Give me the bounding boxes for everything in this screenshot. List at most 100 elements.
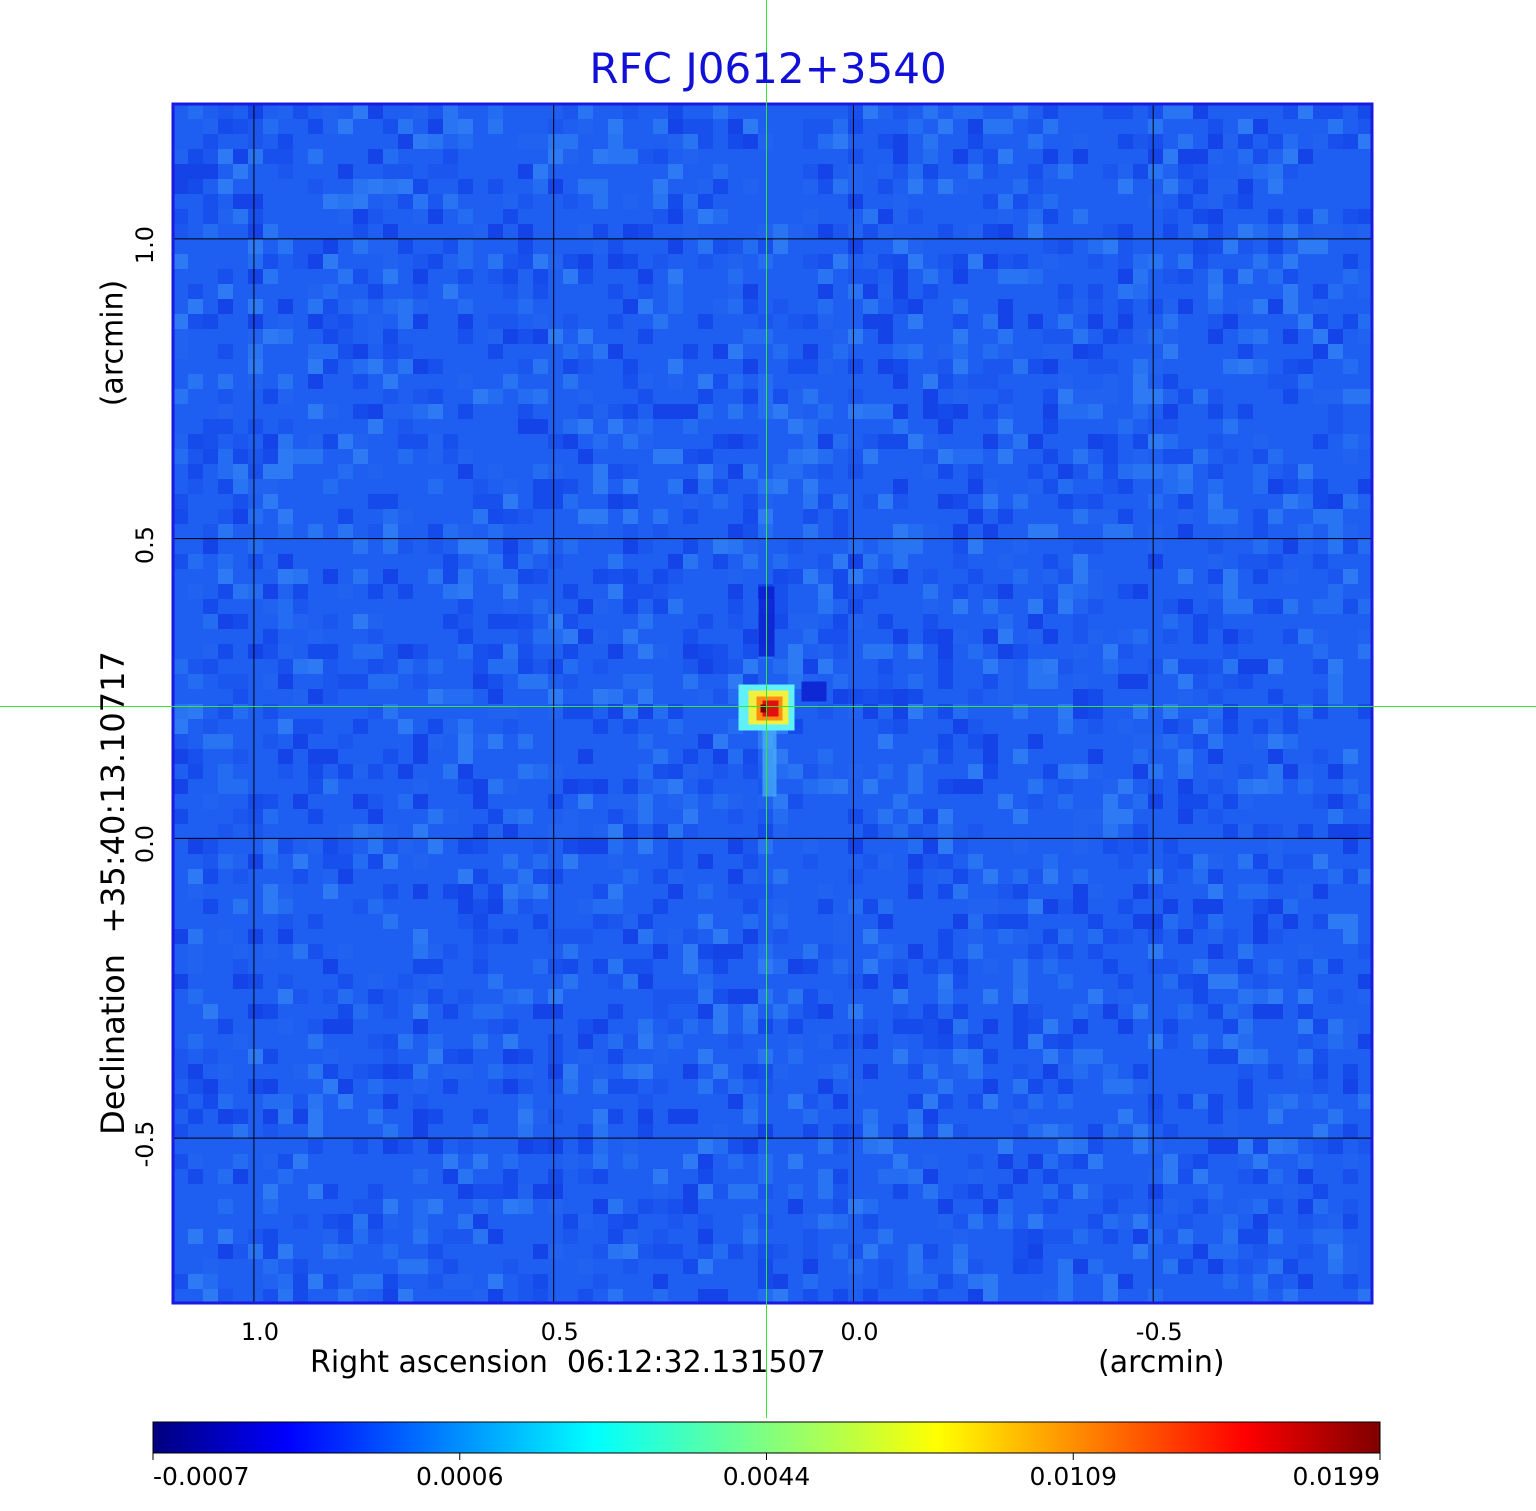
- noise-cell: [473, 644, 488, 659]
- noise-cell: [983, 434, 998, 449]
- noise-cell: [923, 1094, 938, 1109]
- noise-cell: [998, 584, 1013, 599]
- noise-cell: [503, 284, 518, 299]
- noise-cell: [728, 1079, 743, 1094]
- noise-cell: [1103, 449, 1118, 464]
- noise-cell: [353, 434, 368, 449]
- noise-cell: [983, 749, 998, 764]
- noise-cell: [563, 134, 578, 149]
- noise-cell: [1208, 239, 1223, 254]
- noise-cell: [458, 1049, 473, 1064]
- noise-cell: [1313, 659, 1328, 674]
- noise-cell: [173, 329, 188, 344]
- noise-cell: [623, 629, 638, 644]
- noise-cell: [638, 959, 653, 974]
- noise-cell: [848, 539, 863, 554]
- noise-cell: [548, 1139, 563, 1154]
- noise-cell: [728, 344, 743, 359]
- noise-cell: [443, 614, 458, 629]
- noise-cell: [638, 1034, 653, 1049]
- noise-cell: [1208, 1184, 1223, 1199]
- noise-cell: [233, 1034, 248, 1049]
- noise-cell: [593, 224, 608, 239]
- noise-cell: [248, 479, 263, 494]
- noise-cell: [1058, 1184, 1073, 1199]
- noise-cell: [548, 704, 563, 719]
- noise-cell: [848, 569, 863, 584]
- noise-cell: [818, 1214, 833, 1229]
- noise-cell: [1178, 1169, 1193, 1184]
- noise-cell: [1208, 1259, 1223, 1274]
- noise-cell: [488, 524, 503, 539]
- noise-cell: [203, 209, 218, 224]
- noise-cell: [293, 1214, 308, 1229]
- noise-cell: [488, 974, 503, 989]
- noise-cell: [308, 1184, 323, 1199]
- noise-cell: [1298, 539, 1313, 554]
- noise-cell: [308, 254, 323, 269]
- noise-cell: [1133, 1004, 1148, 1019]
- noise-cell: [1088, 944, 1103, 959]
- noise-cell: [593, 1169, 608, 1184]
- noise-cell: [1148, 329, 1163, 344]
- noise-cell: [908, 314, 923, 329]
- noise-cell: [293, 239, 308, 254]
- noise-cell: [1133, 794, 1148, 809]
- noise-cell: [863, 1289, 878, 1303]
- noise-cell: [353, 1004, 368, 1019]
- noise-cell: [503, 194, 518, 209]
- noise-cell: [1253, 509, 1268, 524]
- noise-cell: [443, 164, 458, 179]
- noise-cell: [233, 614, 248, 629]
- noise-cell: [653, 584, 668, 599]
- noise-cell: [833, 554, 848, 569]
- noise-cell: [1013, 1064, 1028, 1079]
- noise-cell: [878, 1229, 893, 1244]
- noise-cell: [1268, 779, 1283, 794]
- noise-cell: [683, 404, 698, 419]
- noise-cell: [668, 779, 683, 794]
- noise-cell: [353, 209, 368, 224]
- noise-cell: [968, 764, 983, 779]
- noise-cell: [1073, 1139, 1088, 1154]
- noise-cell: [1358, 314, 1372, 329]
- noise-cell: [923, 1019, 938, 1034]
- noise-cell: [383, 1274, 398, 1289]
- noise-cell: [263, 149, 278, 164]
- noise-cell: [533, 164, 548, 179]
- noise-cell: [248, 1049, 263, 1064]
- noise-cell: [1028, 614, 1043, 629]
- noise-cell: [848, 104, 863, 119]
- noise-cell: [458, 899, 473, 914]
- noise-cell: [203, 149, 218, 164]
- noise-cell: [713, 929, 728, 944]
- noise-cell: [1238, 674, 1253, 689]
- noise-cell: [383, 329, 398, 344]
- noise-cell: [488, 1004, 503, 1019]
- noise-cell: [563, 149, 578, 164]
- noise-cell: [353, 614, 368, 629]
- noise-cell: [1178, 524, 1193, 539]
- noise-cell: [998, 509, 1013, 524]
- noise-cell: [893, 359, 908, 374]
- noise-cell: [398, 179, 413, 194]
- noise-cell: [863, 1214, 878, 1229]
- noise-cell: [218, 389, 233, 404]
- noise-cell: [1268, 299, 1283, 314]
- noise-cell: [608, 1079, 623, 1094]
- noise-cell: [263, 854, 278, 869]
- noise-cell: [608, 644, 623, 659]
- noise-cell: [428, 164, 443, 179]
- noise-cell: [1358, 629, 1372, 644]
- noise-cell: [1313, 794, 1328, 809]
- noise-cell: [968, 779, 983, 794]
- noise-cell: [1358, 134, 1372, 149]
- noise-cell: [458, 239, 473, 254]
- noise-cell: [893, 134, 908, 149]
- noise-cell: [293, 944, 308, 959]
- noise-cell: [758, 1019, 773, 1034]
- noise-cell: [1208, 1094, 1223, 1109]
- noise-cell: [683, 1184, 698, 1199]
- noise-cell: [968, 164, 983, 179]
- noise-cell: [503, 659, 518, 674]
